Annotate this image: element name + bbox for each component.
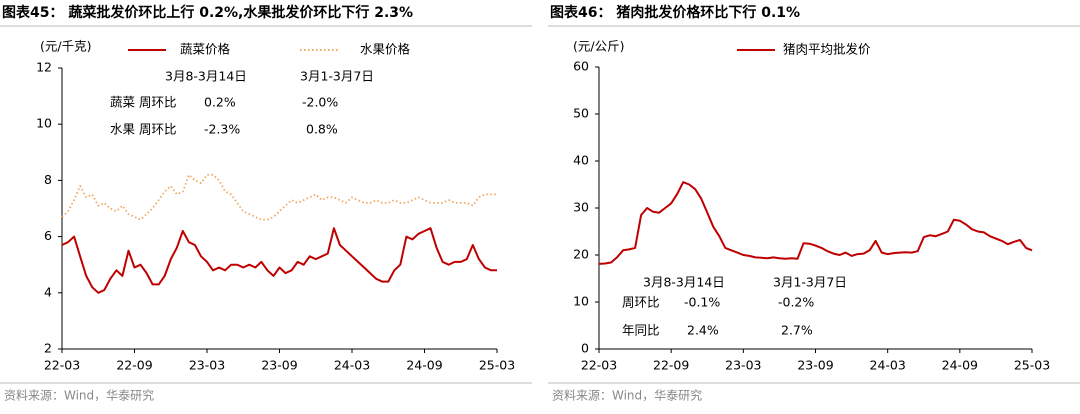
annotation: 2.7% <box>781 323 813 338</box>
x-tick-label: 23-09 <box>797 358 833 373</box>
x-tick-label: 22-03 <box>581 358 617 373</box>
y-tick-label: 12 <box>36 60 52 75</box>
legend-label: 猪肉平均批发价 <box>783 42 871 57</box>
annotation: 3月8-3月14日 <box>643 275 725 290</box>
annotation: 3月1-3月7日 <box>300 69 374 84</box>
y-tick-label: 6 <box>44 228 52 243</box>
legend-label: 水果价格 <box>360 42 411 57</box>
y-tick-label: 4 <box>44 284 52 299</box>
annotation: 水果 周环比 <box>110 122 176 137</box>
x-tick-label: 24-03 <box>870 358 906 373</box>
x-tick-label: 23-03 <box>725 358 761 373</box>
x-tick-label: 22-09 <box>653 358 689 373</box>
x-tick-label: 25-03 <box>1014 358 1050 373</box>
y-tick-label: 10 <box>573 294 589 309</box>
annotation: -2.0% <box>302 95 338 110</box>
y-axis-label: (元/公斤) <box>573 39 624 54</box>
x-tick-label: 23-03 <box>189 358 225 373</box>
y-tick-label: 0 <box>581 341 589 356</box>
annotation: 2.4% <box>687 323 719 338</box>
y-tick-label: 20 <box>573 247 589 262</box>
y-tick-label: 60 <box>573 59 589 74</box>
y-tick-label: 10 <box>36 116 52 131</box>
chart-title: 图表45： 蔬菜批发价环比上行 0.2%,水果批发价环比下行 2.3% <box>2 4 413 21</box>
legend-label: 蔬菜价格 <box>180 42 231 57</box>
annotation: -2.3% <box>204 122 240 137</box>
annotation: 0.2% <box>204 95 236 110</box>
annotation: 3月1-3月7日 <box>773 275 847 290</box>
x-tick-label: 23-09 <box>261 358 297 373</box>
annotation: 周环比 <box>622 295 660 310</box>
y-tick-label: 8 <box>44 172 52 187</box>
series-line <box>598 181 1033 265</box>
y-axis-label: (元/千克) <box>40 39 91 54</box>
annotation: 3月8-3月14日 <box>165 69 247 84</box>
source: 资料来源：Wind，华泰研究 <box>552 388 702 403</box>
annotation: -0.1% <box>684 295 720 310</box>
source: 资料来源：Wind，华泰研究 <box>4 388 154 403</box>
x-tick-label: 22-03 <box>44 358 80 373</box>
chart-title: 图表46： 猪肉批发价格环比下行 0.1% <box>550 4 800 21</box>
annotation: -0.2% <box>778 295 814 310</box>
x-tick-label: 25-03 <box>479 358 515 373</box>
y-tick-label: 2 <box>44 341 52 356</box>
annotation: 年同比 <box>622 323 660 338</box>
x-tick-label: 24-03 <box>334 358 370 373</box>
y-tick-label: 50 <box>573 106 589 121</box>
x-tick-label: 24-09 <box>942 358 978 373</box>
x-tick-label: 22-09 <box>116 358 152 373</box>
series-line <box>61 227 497 294</box>
y-tick-label: 40 <box>573 153 589 168</box>
annotation: 0.8% <box>306 122 338 137</box>
annotation: 蔬菜 周环比 <box>110 95 176 110</box>
y-tick-label: 30 <box>573 200 589 215</box>
series-line <box>61 173 497 221</box>
x-tick-label: 24-09 <box>406 358 442 373</box>
